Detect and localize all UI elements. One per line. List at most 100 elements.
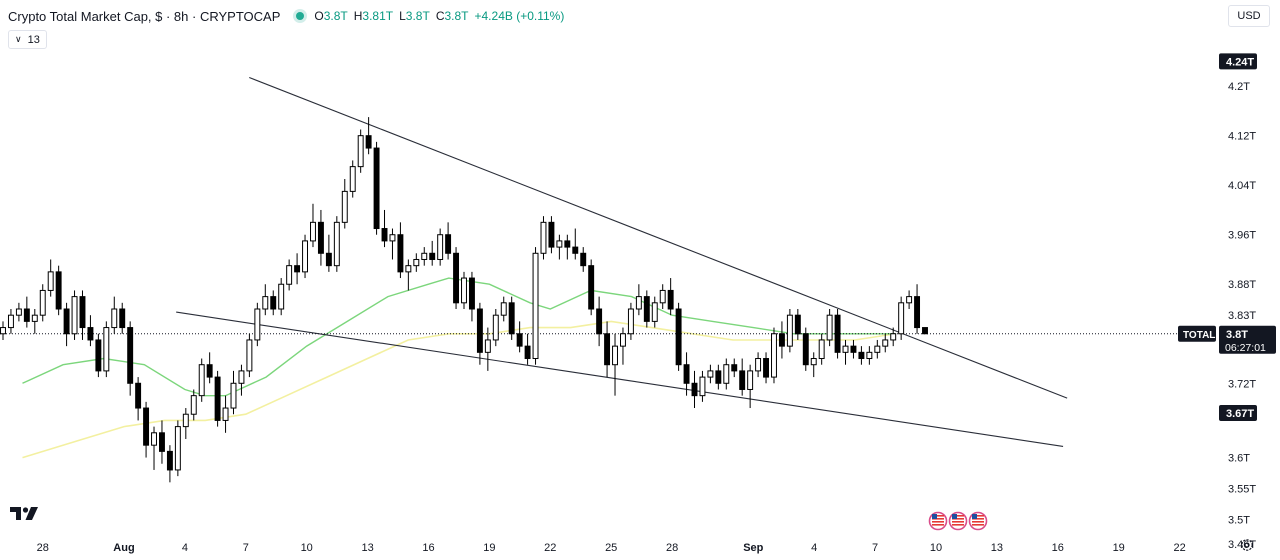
candle-body-down (270, 296, 277, 310)
candle-body-up (182, 413, 189, 428)
us-flag-event-icon[interactable] (948, 511, 968, 531)
candle-body-up (612, 345, 618, 366)
symbol-label: TOTAL (1183, 330, 1215, 341)
candle (7, 309, 14, 334)
candle-body-up (15, 308, 22, 316)
candle-body-up (786, 314, 793, 347)
candle (79, 290, 86, 340)
candle-body-up (389, 234, 396, 242)
candle (286, 259, 293, 291)
candle (612, 333, 618, 396)
us-flag-event-icon[interactable] (968, 511, 988, 531)
tradingview-logo-icon[interactable] (10, 505, 42, 521)
candle-body-down (914, 296, 921, 329)
bar-countdown: 06:27:01 (1225, 342, 1266, 354)
ohlc-low: L3.8T (399, 9, 430, 23)
candle (294, 253, 301, 285)
candle (620, 327, 626, 365)
candle-body-down (588, 265, 595, 310)
candle (198, 358, 205, 402)
time-tick-label: Aug (113, 542, 134, 554)
price-axis[interactable]: 4.2T 4.12T 4.04T 3.96T 3.88T 3.83T 3.72T 3.6T 3.… (1178, 53, 1276, 551)
candle-body-down (63, 308, 70, 335)
candle-body-up (771, 333, 777, 378)
candle (842, 339, 849, 365)
market-status-icon[interactable] (296, 12, 305, 20)
candle (429, 240, 436, 266)
candle-body-up (174, 426, 181, 471)
candle (47, 259, 54, 297)
current-price-badge (1219, 325, 1276, 354)
candle (810, 352, 817, 378)
candle-body-up (906, 296, 913, 304)
candle (421, 247, 428, 266)
candle-body-up (111, 308, 118, 329)
us-flag-event-icon[interactable] (928, 511, 948, 531)
candle-body-up (151, 432, 157, 446)
economic-events[interactable] (928, 511, 988, 531)
candle (906, 290, 913, 310)
price-tick-label: 4.2T (1228, 81, 1250, 93)
candle-body-up (651, 302, 658, 322)
flag-stripe (952, 521, 964, 523)
chart-title[interactable]: Crypto Total Market Cap, $ · 8h · CRYPTO… (8, 8, 281, 24)
lower-trendline[interactable] (176, 311, 1064, 447)
gear-icon[interactable] (1240, 538, 1254, 552)
candle (222, 395, 229, 433)
ohlc-close: C3.8T (435, 9, 469, 23)
candle-body-up (39, 289, 46, 316)
candle-body-down (453, 252, 460, 304)
candle (357, 129, 364, 173)
candle (747, 364, 754, 409)
price-label-text: 4.24T (1226, 56, 1254, 68)
time-axis[interactable]: 28 Aug 4 7 10 13 16 19 22 25 28 Sep 4 7 10 13 16 19 22 (37, 542, 1186, 554)
candle-body-down (667, 289, 674, 310)
candle-body-down (397, 234, 404, 273)
candle-body-up (405, 265, 412, 273)
candle (683, 352, 690, 396)
ohlc-high: H3.81T (353, 9, 394, 23)
candle-body-down (143, 407, 150, 446)
candle (95, 333, 102, 378)
candle (206, 352, 213, 384)
candle (866, 346, 873, 365)
candle-body-down (516, 333, 523, 347)
candle-body-down (166, 450, 173, 471)
time-tick-label: 4 (811, 542, 817, 554)
flag-canton (932, 514, 937, 519)
price-tick-label: 3.96T (1228, 230, 1256, 242)
flag-canton (952, 514, 957, 519)
candle-body-up (556, 240, 563, 248)
candle-body-up (723, 364, 730, 384)
symbol-badge[interactable] (1178, 325, 1216, 342)
candle (691, 370, 698, 409)
upper-trendline[interactable] (249, 76, 1068, 399)
indicators-toggle-button[interactable]: ∨ 13 (8, 30, 47, 49)
candle-body-up (627, 308, 634, 335)
candle (755, 352, 762, 378)
candle (31, 309, 38, 334)
candle-body-up (492, 314, 499, 341)
candle (818, 333, 825, 365)
currency-select[interactable]: USD (1228, 5, 1270, 27)
price-label-badge (1219, 53, 1257, 70)
candle (270, 290, 277, 316)
time-tick-label: 19 (1113, 542, 1125, 554)
candle (834, 309, 841, 359)
candle (135, 377, 142, 421)
candle (445, 222, 452, 260)
candle-body-down (445, 234, 452, 254)
flag-stripe (932, 524, 944, 526)
flag-stripe (972, 515, 984, 517)
candle-body-down (524, 345, 531, 360)
price-tick-label: 3.55T (1228, 484, 1256, 496)
candle (166, 445, 173, 483)
trendlines[interactable] (176, 76, 1068, 447)
candle-body-up (882, 339, 889, 347)
candle-body-down (325, 252, 332, 267)
candle (556, 234, 563, 260)
candle (111, 296, 118, 334)
candle-body-up (230, 382, 237, 409)
candle-body-up (413, 258, 420, 267)
